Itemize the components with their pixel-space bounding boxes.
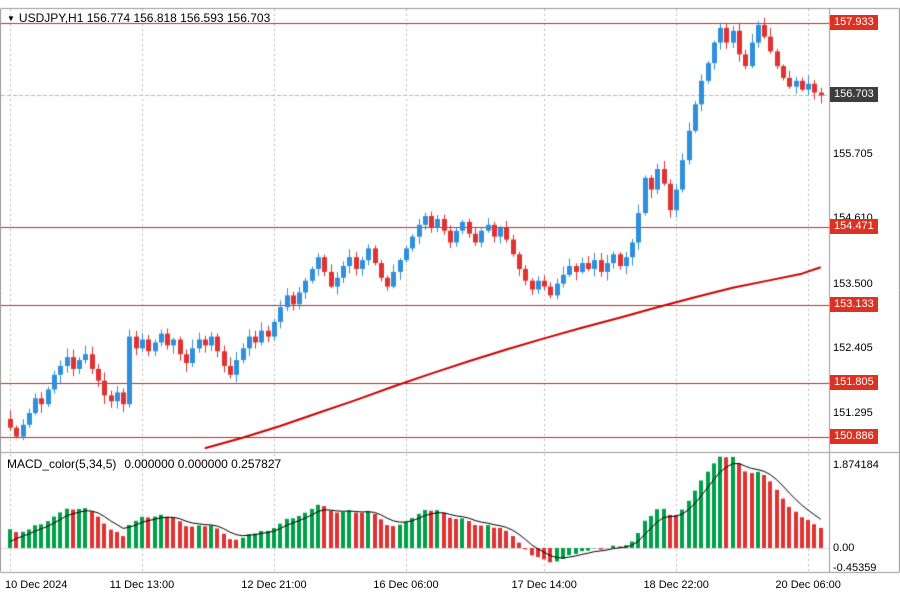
time-axis-label: 17 Dec 14:00 [511, 579, 577, 591]
chart-header: ▼ USDJPY,H1 156.774 156.818 156.593 156.7… [7, 11, 270, 25]
price-level-badge: 153.133 [830, 297, 878, 313]
price-axis-label: 155.705 [833, 148, 873, 160]
price-level-badge: 151.805 [830, 375, 878, 391]
chevron-down-icon[interactable]: ▼ [7, 14, 15, 23]
price-axis-label: 151.295 [833, 407, 873, 420]
macd-axis-label: 0.00 [833, 542, 855, 554]
price-axis-label: 153.500 [833, 277, 873, 290]
macd-axis-label: 1.874184 [833, 458, 879, 471]
price-level-badge: 157.933 [830, 15, 878, 30]
current-price-badge: 156.703 [830, 87, 878, 103]
macd-indicator-label: MACD_color(5,34,5) [7, 457, 117, 471]
ohlc-values: 156.774 156.818 156.593 156.703 [86, 11, 271, 25]
time-axis-label: 12 Dec 21:00 [241, 579, 307, 591]
time-axis-label: 18 Dec 22:00 [643, 579, 709, 591]
price-axis-label: 152.405 [833, 342, 873, 355]
time-axis-label: 20 Dec 06:00 [775, 579, 841, 591]
time-axis-label: 10 Dec 2024 [5, 579, 68, 591]
price-level-badge: 150.886 [830, 429, 878, 445]
symbol-label: USDJPY,H1 [18, 11, 84, 25]
time-axis-label: 16 Dec 06:00 [373, 579, 439, 591]
macd-values: 0.000000 0.000000 0.257827 [124, 457, 282, 471]
time-axis-label: 11 Dec 13:00 [109, 579, 175, 591]
macd-axis-label: -0.45359 [833, 562, 877, 575]
price-level-badge: 154.471 [830, 218, 878, 234]
macd-header: MACD_color(5,34,5) 0.000000 0.000000 0.25… [7, 457, 281, 471]
